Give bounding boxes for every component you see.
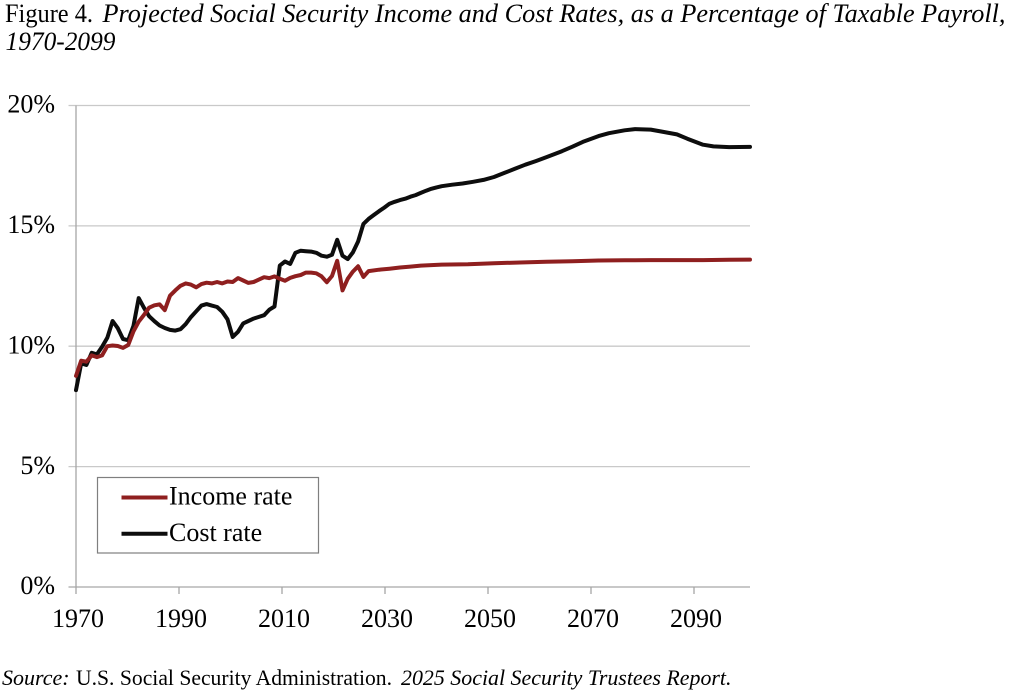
svg-text:Cost rate: Cost rate: [169, 518, 262, 547]
svg-text:0%: 0%: [20, 571, 55, 600]
svg-text:5%: 5%: [20, 451, 55, 480]
svg-text:20%: 20%: [7, 90, 55, 119]
svg-text:2090: 2090: [670, 604, 722, 633]
svg-text:2070: 2070: [567, 604, 619, 633]
svg-text:2050: 2050: [464, 604, 516, 633]
svg-text:2030: 2030: [361, 604, 413, 633]
svg-text:Source:: Source:: [2, 665, 70, 690]
svg-text:2025 Social Security Trustees: 2025 Social Security Trustees Report.: [401, 665, 732, 690]
svg-text:U.S. Social Security Administr: U.S. Social Security Administration.: [76, 665, 392, 690]
svg-text:1970: 1970: [52, 604, 104, 633]
svg-text:15%: 15%: [7, 210, 55, 239]
svg-text:Figure 4.: Figure 4.: [5, 0, 93, 28]
svg-text:Projected Social Security Inco: Projected Social Security Income and Cos…: [101, 0, 1005, 28]
svg-text:10%: 10%: [7, 330, 55, 359]
svg-text:2010: 2010: [258, 604, 310, 633]
svg-text:1970-2099: 1970-2099: [6, 27, 116, 56]
svg-text:1990: 1990: [155, 604, 207, 633]
svg-text:Income rate: Income rate: [169, 482, 292, 511]
